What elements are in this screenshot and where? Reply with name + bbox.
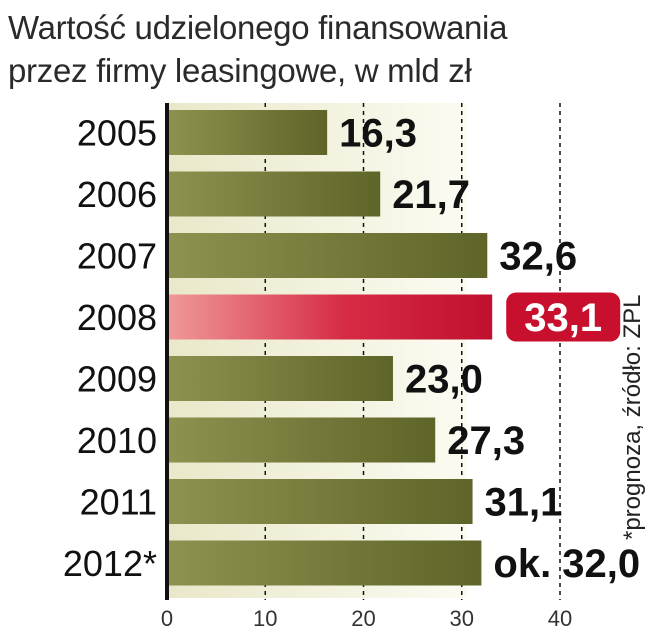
category-label: 2010: [77, 420, 157, 461]
bar: [167, 110, 328, 155]
category-label: 2011: [80, 482, 157, 523]
x-axis-ticks: 0 10 20 30 40: [161, 606, 572, 631]
category-label: 2007: [77, 236, 157, 277]
bar: [167, 233, 488, 278]
value-label: 32,6: [499, 235, 577, 279]
value-label: 21,7: [392, 173, 470, 217]
bars: 2005 16,3 2006 21,7 2007 32,6 2008 33,1 2009 23,0…: [63, 110, 640, 586]
category-label: 2012*: [63, 543, 157, 584]
bar-highlighted: [167, 294, 493, 340]
bar: [167, 417, 436, 463]
chart-title: Wartość udzielonego finansowania przez f…: [8, 6, 608, 92]
x-tick-label: 40: [548, 606, 572, 631]
bar: [167, 540, 482, 586]
x-tick-label: 10: [253, 606, 277, 631]
x-tick-label: 30: [450, 606, 474, 631]
value-label-badge: [506, 292, 621, 342]
bar: [167, 356, 393, 401]
value-label: 33,1: [524, 296, 602, 340]
value-label: 31,1: [485, 481, 563, 525]
bar: [167, 479, 473, 524]
chart-title-line-2: przez firmy leasingowe, w mld zł: [8, 52, 472, 89]
value-label: ok. 32,0: [493, 542, 640, 586]
x-tick-label: 0: [161, 606, 173, 631]
footnote: *prognoza, źródło: ZPL: [619, 295, 646, 540]
category-label: 2009: [77, 359, 157, 400]
x-tick-label: 20: [351, 606, 375, 631]
value-label: 27,3: [447, 419, 525, 463]
category-label: 2005: [77, 113, 157, 154]
category-label: 2008: [77, 297, 157, 338]
bar: [167, 171, 381, 217]
category-label: 2006: [77, 174, 157, 215]
value-label: 16,3: [339, 112, 417, 156]
value-label: 23,0: [405, 358, 483, 402]
chart-title-line-1: Wartość udzielonego finansowania: [8, 9, 508, 46]
